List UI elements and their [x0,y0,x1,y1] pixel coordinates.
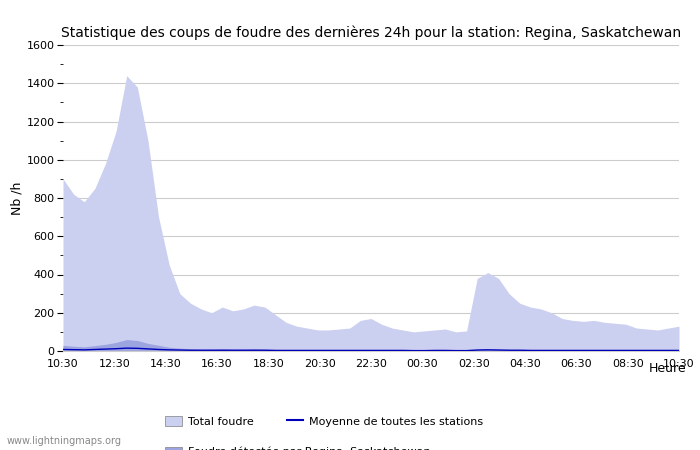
Title: Statistique des coups de foudre des dernières 24h pour la station: Regina, Saska: Statistique des coups de foudre des dern… [61,25,681,40]
Text: Heure: Heure [648,362,686,375]
Y-axis label: Nb /h: Nb /h [10,181,24,215]
Text: www.lightningmaps.org: www.lightningmaps.org [7,436,122,446]
Legend: Foudre détectée par Regina, Saskatchewan: Foudre détectée par Regina, Saskatchewan [161,442,435,450]
